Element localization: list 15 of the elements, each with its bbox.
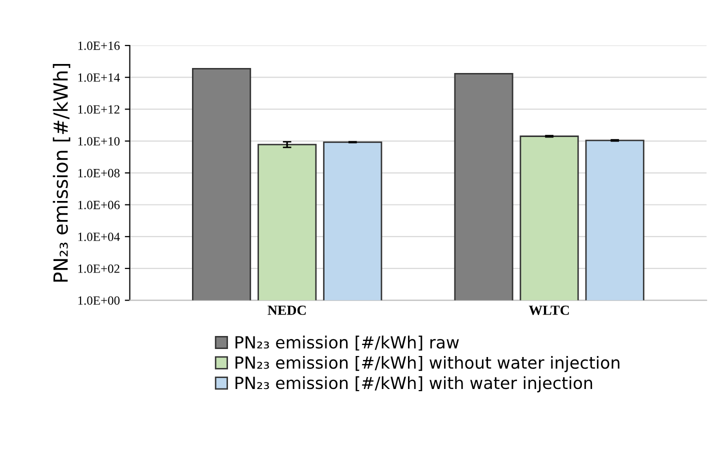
- legend-label: PN₂₃ emission [#/kWh] raw: [236, 336, 459, 351]
- y-tick-label: 1.0E+04: [78, 232, 120, 242]
- y-tick-label: 1.0E+00: [78, 296, 120, 305]
- y-tick-label: 1.0E+12: [78, 105, 120, 114]
- legend-label: PN₂₃ emission [#/kWh] without water injection: [236, 356, 620, 372]
- x-tick-label: WLTC: [528, 306, 569, 316]
- y-tick-label: 1.0E+16: [78, 42, 120, 50]
- y-tick-label: 1.0E+08: [78, 168, 120, 178]
- y-tick-label: 1.0E+02: [78, 264, 120, 273]
- x-tick-label: NEDC: [268, 306, 306, 315]
- y-tick-label: 1.0E+06: [78, 200, 120, 210]
- y-axis-title: PN₂₃ emission [#/kWh]: [52, 64, 70, 282]
- y-tick-label: 1.0E+10: [78, 137, 120, 146]
- legend-label: PN₂₃ emission [#/kWh] with water injection: [236, 376, 592, 392]
- y-tick-label: 1.0E+14: [78, 73, 120, 82]
